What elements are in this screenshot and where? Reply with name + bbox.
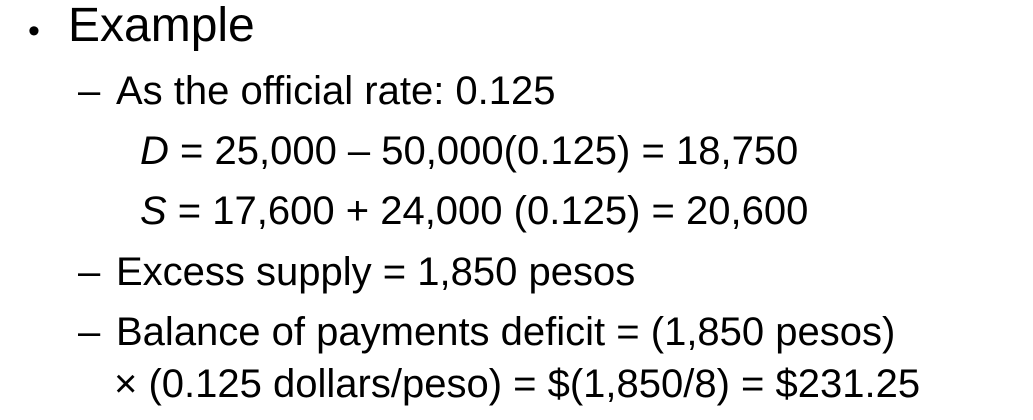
sub-item-excess-supply: – Excess supply = 1,850 pesos bbox=[78, 252, 635, 292]
sub-item-bop-deficit: – Balance of payments deficit = (1,850 pe… bbox=[78, 312, 895, 352]
sub-item-text: Excess supply = 1,850 pesos bbox=[116, 250, 636, 294]
equation-expression: = 17,600 + 24,000 (0.125) = 20,600 bbox=[166, 189, 809, 233]
equation-variable: S bbox=[140, 189, 167, 233]
dash-icon: – bbox=[78, 69, 101, 113]
equation-variable: D bbox=[140, 129, 169, 173]
dash-icon: – bbox=[78, 310, 101, 354]
equation-expression: = 25,000 – 50,000(0.125) = 18,750 bbox=[168, 129, 799, 173]
bullet-icon: • bbox=[28, 12, 40, 50]
equation-supply: S = 17,600 + 24,000 (0.125) = 20,600 bbox=[140, 191, 808, 231]
sub-item-text: As the official rate: 0.125 bbox=[116, 69, 556, 113]
sub-item-continuation: × (0.125 dollars/peso) = $(1,850/8) = $2… bbox=[114, 362, 921, 406]
sub-item-text: Balance of payments deficit = (1,850 pes… bbox=[116, 310, 896, 354]
heading-example: Example bbox=[68, 0, 255, 52]
equation-demand: D = 25,000 – 50,000(0.125) = 18,750 bbox=[140, 131, 798, 171]
dash-icon: – bbox=[78, 250, 101, 294]
sub-item-official-rate: – As the official rate: 0.125 bbox=[78, 71, 556, 111]
